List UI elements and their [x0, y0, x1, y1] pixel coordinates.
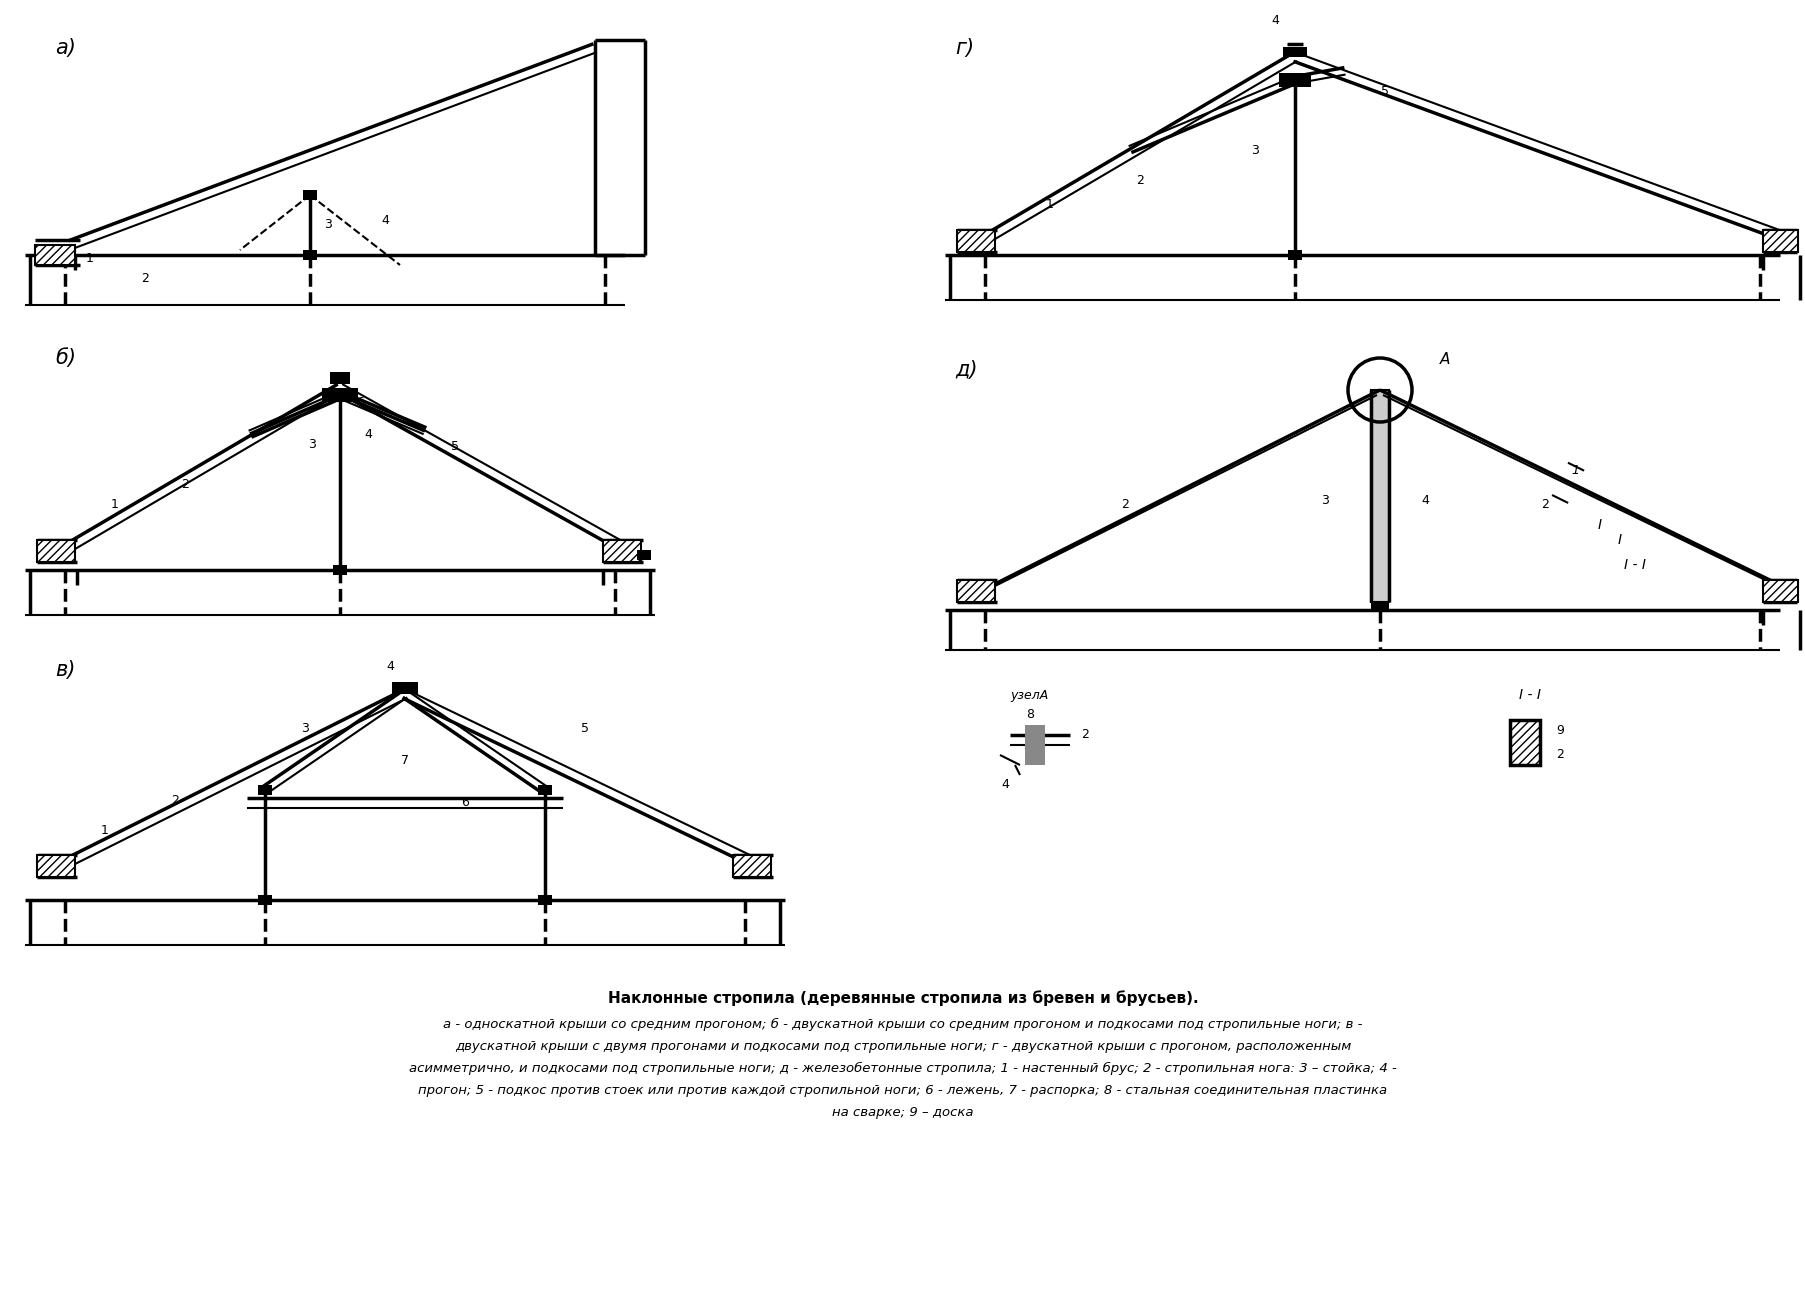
Bar [258, 896, 273, 905]
Bar [603, 540, 641, 562]
Bar [957, 580, 995, 602]
Text: 1: 1 [1045, 199, 1054, 212]
Bar [34, 245, 76, 265]
Text: 5: 5 [581, 723, 588, 736]
Bar [1370, 389, 1388, 602]
Bar [957, 230, 995, 252]
Bar [303, 251, 318, 260]
Bar [1287, 251, 1301, 260]
Text: 2: 2 [1540, 498, 1549, 511]
Text: 6: 6 [356, 396, 365, 409]
Bar [538, 896, 552, 905]
Text: 4: 4 [381, 213, 388, 226]
Text: а): а) [54, 38, 76, 58]
Text: 3: 3 [1319, 493, 1328, 506]
Bar [36, 855, 76, 877]
Text: I - I: I - I [1518, 688, 1540, 702]
Bar [258, 785, 273, 794]
Text: 2: 2 [1121, 498, 1128, 511]
Text: 3: 3 [309, 439, 316, 452]
Text: 2: 2 [171, 793, 179, 806]
Text: I - I: I - I [1623, 558, 1644, 572]
Text: 4: 4 [1421, 493, 1428, 506]
Text: 1: 1 [87, 252, 94, 265]
Bar [1278, 73, 1310, 87]
Text: 3: 3 [301, 723, 309, 736]
Bar [538, 785, 552, 794]
Text: а - односкатной крыши со средним прогоном; б - двускатной крыши со средним прого: а - односкатной крыши со средним прогоно… [442, 1018, 1363, 1031]
Text: 1: 1 [1570, 463, 1578, 476]
Bar [303, 190, 318, 200]
Bar [1282, 47, 1307, 57]
Bar [733, 855, 771, 877]
Text: д): д) [955, 360, 977, 380]
Text: на сварке; 9 – доска: на сварке; 9 – доска [832, 1106, 973, 1119]
Text: б): б) [54, 348, 76, 369]
Text: 3: 3 [323, 218, 332, 231]
Text: 2: 2 [141, 271, 148, 284]
Bar [1370, 602, 1388, 610]
Text: 4: 4 [1000, 779, 1009, 792]
Text: г): г) [955, 38, 973, 58]
Text: I: I [1617, 533, 1621, 546]
Text: 1: 1 [101, 823, 108, 836]
Bar [392, 681, 417, 694]
Text: асимметрично, и подкосами под стропильные ноги; д - железобетонные стропила; 1 -: асимметрично, и подкосами под стропильны… [410, 1062, 1395, 1075]
Text: Наклонные стропила (деревянные стропила из бревен и брусьев).: Наклонные стропила (деревянные стропила … [606, 990, 1199, 1006]
Text: 9: 9 [1556, 723, 1563, 736]
Text: А: А [1439, 353, 1449, 367]
Text: узелА: узелА [1009, 688, 1047, 701]
Bar [330, 373, 350, 384]
Bar [332, 389, 347, 400]
Text: двускатной крыши с двумя прогонами и подкосами под стропильные ноги; г - двускат: двускатной крыши с двумя прогонами и под… [455, 1040, 1350, 1053]
Bar [1509, 720, 1540, 765]
Bar [637, 550, 650, 559]
Text: 5: 5 [1381, 84, 1388, 97]
Bar [1762, 230, 1798, 252]
Text: в): в) [54, 659, 76, 680]
Bar [332, 565, 347, 575]
Bar [1287, 75, 1301, 84]
Text: 3: 3 [1251, 144, 1258, 157]
Text: 2: 2 [1556, 749, 1563, 762]
Text: 6: 6 [460, 797, 469, 810]
Text: прогон; 5 - подкос против стоек или против каждой стропильной ноги; 6 - лежень, : прогон; 5 - подкос против стоек или прот… [419, 1084, 1386, 1097]
Text: 4: 4 [365, 428, 372, 441]
Text: 4: 4 [386, 659, 393, 672]
Bar [36, 540, 76, 562]
Text: 2: 2 [1135, 174, 1143, 187]
Text: 5: 5 [451, 440, 458, 453]
Bar [321, 388, 357, 402]
Text: 8: 8 [1025, 709, 1034, 722]
Text: 4: 4 [1271, 13, 1278, 26]
Text: 2: 2 [1081, 728, 1088, 741]
Text: 7: 7 [401, 754, 408, 767]
Text: 2: 2 [180, 479, 190, 492]
Bar [1762, 580, 1798, 602]
Text: I: I [1597, 518, 1601, 532]
Bar [1025, 726, 1045, 765]
Text: 1: 1 [110, 498, 119, 511]
